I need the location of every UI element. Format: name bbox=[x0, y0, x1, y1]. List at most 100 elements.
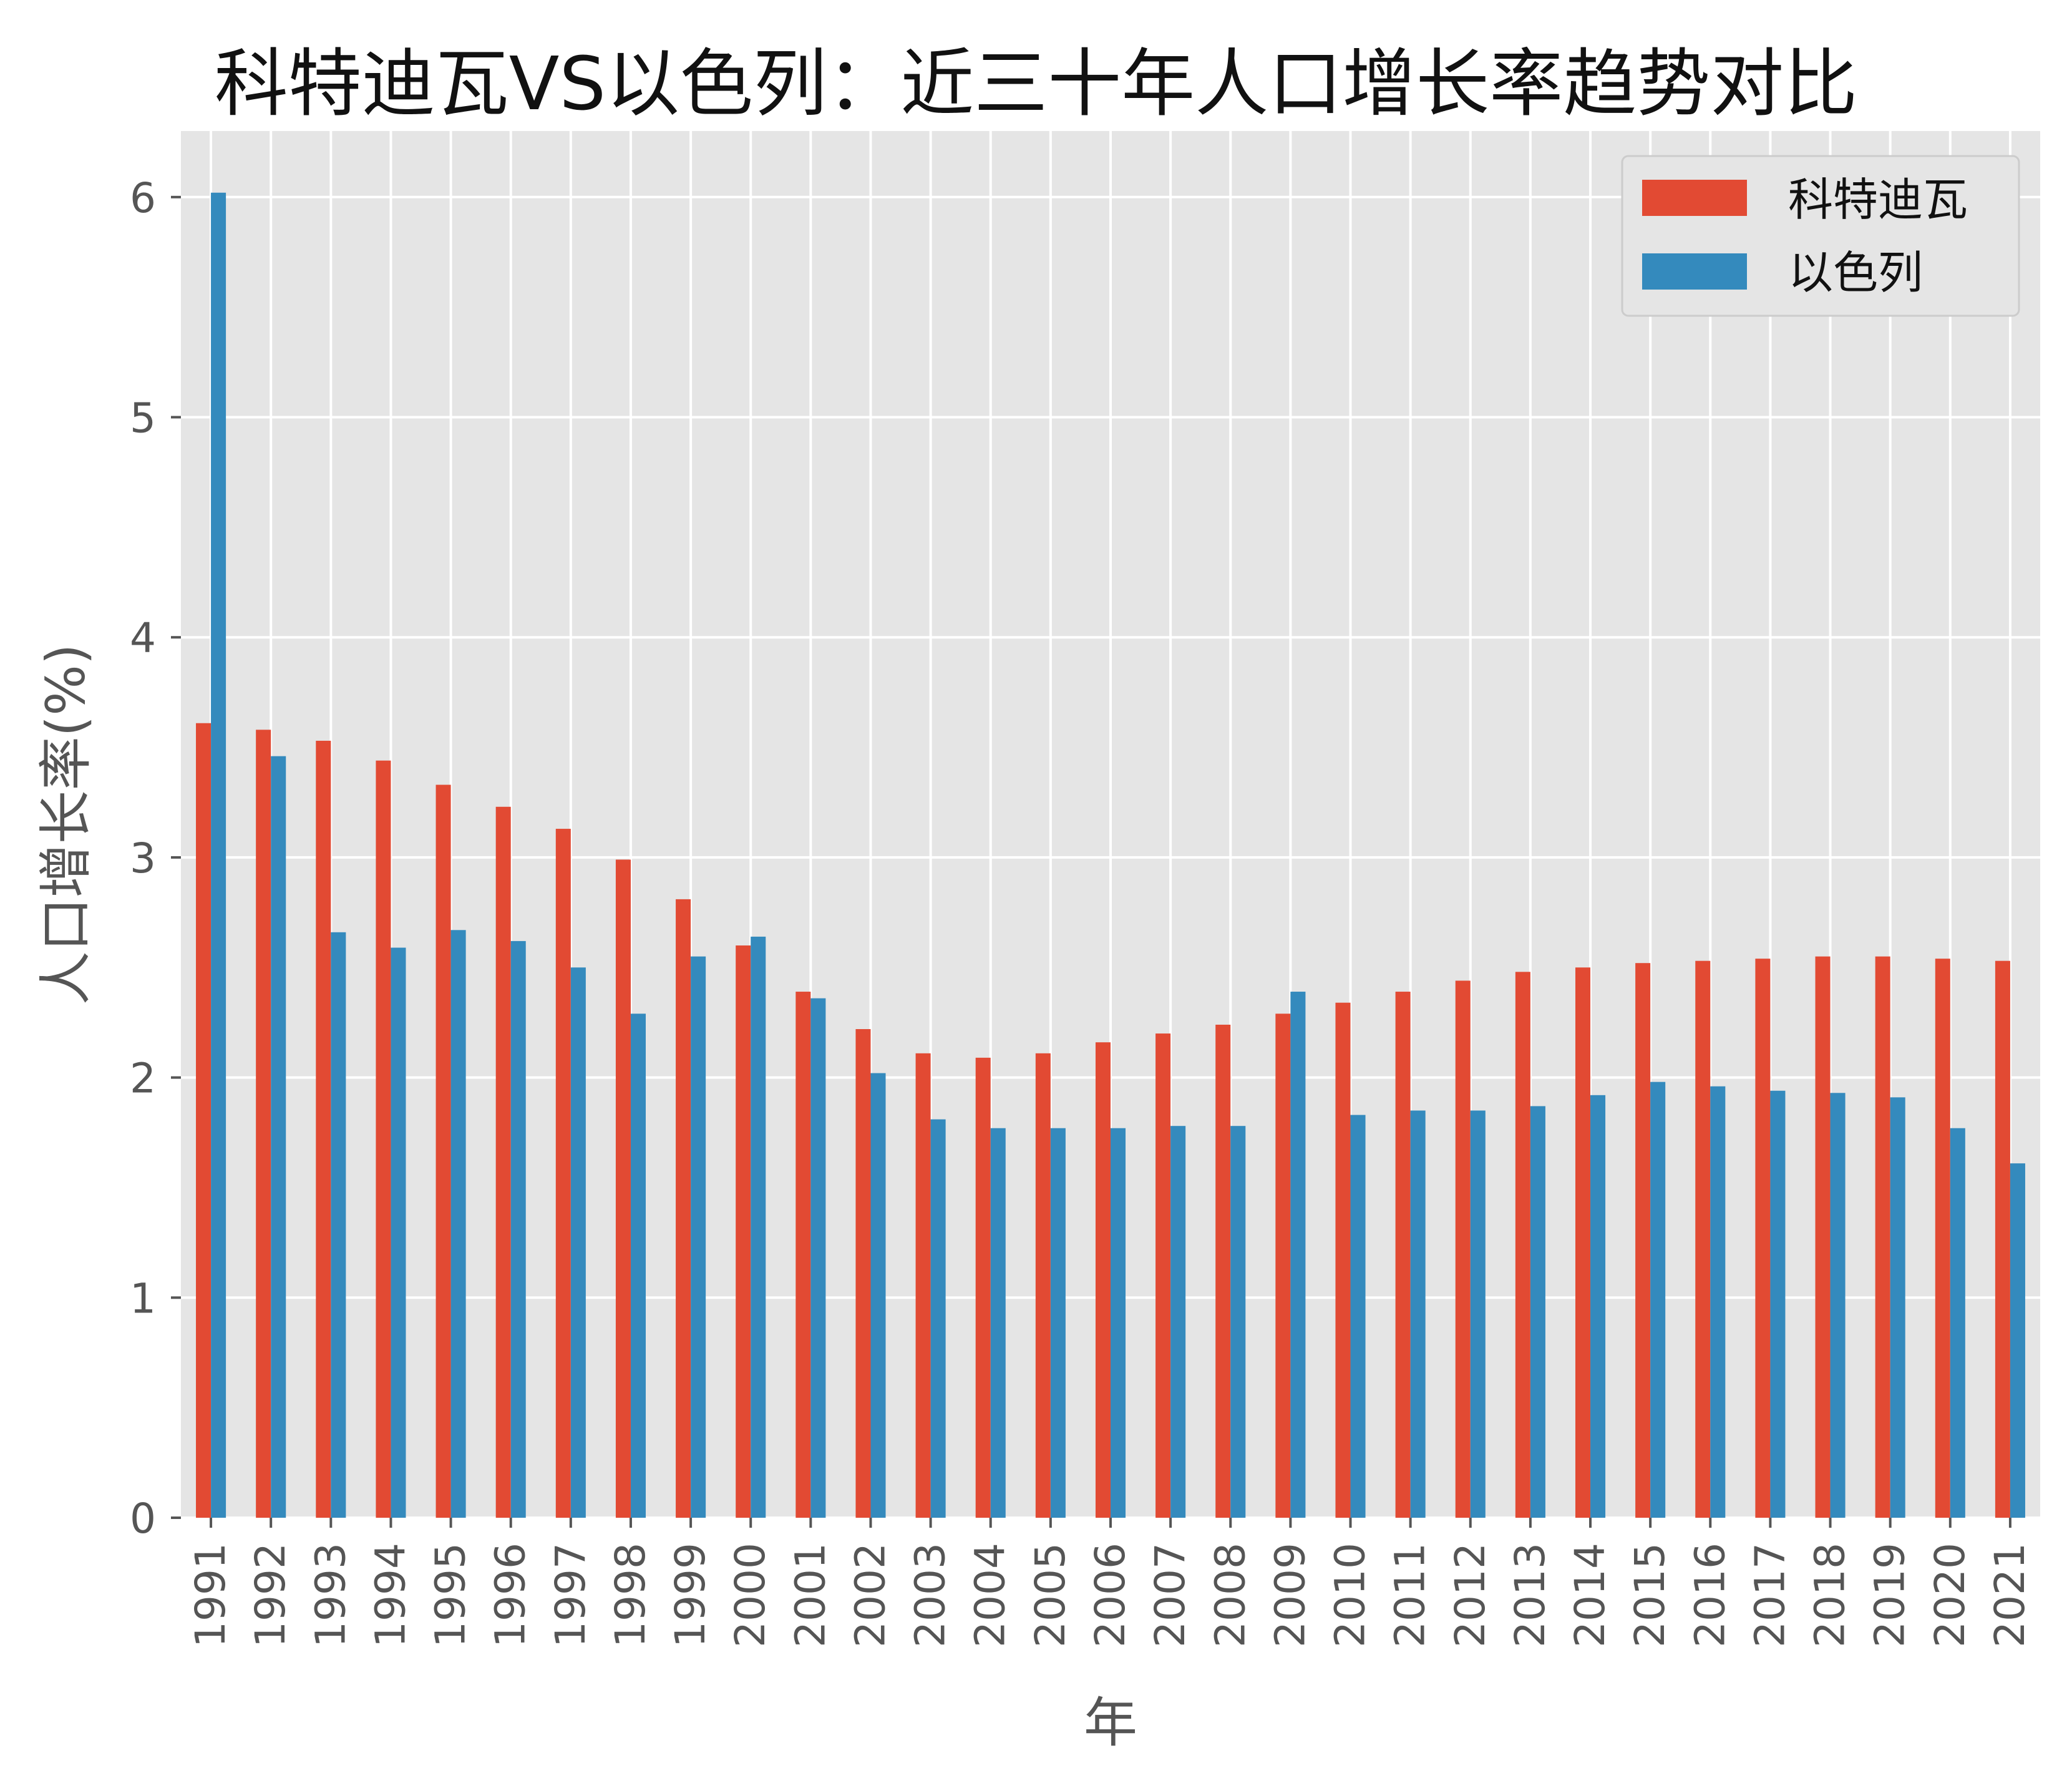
x-tick-label: 2012 bbox=[1446, 1543, 1494, 1648]
bar-cote-divoire bbox=[1395, 992, 1411, 1518]
bar-cote-divoire bbox=[1635, 963, 1651, 1518]
bar-cote-divoire bbox=[316, 740, 331, 1518]
y-tick-label: 2 bbox=[130, 1055, 156, 1103]
bar-cote-divoire bbox=[1275, 1013, 1291, 1518]
bar-cote-divoire bbox=[1995, 960, 2010, 1518]
legend: 科特迪瓦 以色列 bbox=[1621, 155, 2020, 317]
bar-cote-divoire bbox=[1035, 1053, 1051, 1518]
bar-cote-divoire bbox=[1695, 960, 1711, 1518]
bar-israel bbox=[1590, 1095, 1606, 1518]
bar-israel bbox=[870, 1073, 886, 1518]
bar-israel bbox=[630, 1013, 646, 1518]
bar-cote-divoire bbox=[256, 730, 271, 1518]
x-tick-label: 2014 bbox=[1566, 1543, 1614, 1648]
y-tick-label: 3 bbox=[130, 834, 156, 882]
x-tick-label: 1993 bbox=[306, 1543, 354, 1648]
y-tick-label: 1 bbox=[130, 1274, 156, 1322]
x-tick-label: 2010 bbox=[1326, 1543, 1374, 1648]
x-tick-label: 1996 bbox=[487, 1543, 535, 1648]
bar-israel bbox=[211, 192, 226, 1518]
x-tick-label: 1991 bbox=[187, 1543, 235, 1648]
x-tick-label: 2009 bbox=[1266, 1543, 1314, 1648]
bar-cote-divoire bbox=[495, 806, 511, 1518]
bar-cote-divoire bbox=[1215, 1024, 1231, 1518]
bars bbox=[196, 192, 2025, 1518]
bar-israel bbox=[1950, 1128, 1965, 1518]
y-tick-label: 4 bbox=[130, 614, 156, 662]
y-tick-label: 5 bbox=[130, 394, 156, 442]
bar-cote-divoire bbox=[676, 899, 691, 1518]
bar-cote-divoire bbox=[1455, 980, 1471, 1518]
bar-cote-divoire bbox=[1095, 1042, 1111, 1518]
x-tick-label: 2003 bbox=[907, 1543, 955, 1648]
bar-israel bbox=[1830, 1093, 1846, 1518]
y-tick-label: 6 bbox=[130, 174, 156, 222]
bar-israel bbox=[1050, 1128, 1066, 1518]
bar-cote-divoire bbox=[795, 992, 811, 1518]
x-tick-label: 1999 bbox=[666, 1543, 714, 1648]
bar-israel bbox=[1350, 1115, 1366, 1518]
bar-cote-divoire bbox=[1155, 1033, 1171, 1518]
x-tick-label: 2002 bbox=[846, 1543, 894, 1648]
bar-israel bbox=[691, 956, 706, 1518]
legend-label-cote-divoire: 科特迪瓦 bbox=[1788, 173, 1968, 226]
bar-israel bbox=[930, 1119, 946, 1518]
bar-israel bbox=[1710, 1086, 1726, 1518]
bar-israel bbox=[1230, 1126, 1246, 1518]
bar-cote-divoire bbox=[555, 829, 571, 1518]
x-tick-label: 1992 bbox=[246, 1543, 294, 1648]
x-tick-label: 2006 bbox=[1086, 1543, 1134, 1648]
bar-cote-divoire bbox=[1875, 956, 1890, 1518]
y-tick-label: 0 bbox=[130, 1495, 156, 1543]
bar-cote-divoire bbox=[1935, 959, 1950, 1518]
y-axis-title: 人口增长率(%) bbox=[35, 644, 97, 1005]
bar-israel bbox=[1650, 1082, 1666, 1518]
x-tick-label: 2018 bbox=[1806, 1543, 1854, 1648]
bar-cote-divoire bbox=[376, 760, 391, 1518]
x-tick-label: 2008 bbox=[1206, 1543, 1254, 1648]
x-tick-label: 2017 bbox=[1746, 1543, 1794, 1648]
bar-cote-divoire bbox=[915, 1053, 931, 1518]
bar-cote-divoire bbox=[435, 784, 451, 1518]
bar-israel bbox=[391, 947, 406, 1518]
axis-ticks: 0 1 2 3 4 5 6 1991 1992 1993 1994 1995 1996 1997 1998 1… bbox=[130, 174, 2034, 1648]
x-tick-label: 2016 bbox=[1686, 1543, 1734, 1648]
bar-israel bbox=[1470, 1110, 1486, 1518]
x-tick-label: 2019 bbox=[1866, 1543, 1914, 1648]
legend-swatch-cote-divoire bbox=[1642, 180, 1747, 216]
chart-title: 科特迪瓦VS以色列：近三十年人口增长率趋势对比 bbox=[214, 41, 1858, 127]
bar-cote-divoire bbox=[615, 859, 631, 1518]
bar-israel bbox=[1290, 992, 1306, 1518]
bar-israel bbox=[1111, 1128, 1126, 1518]
bar-cote-divoire bbox=[736, 945, 751, 1518]
bar-israel bbox=[331, 932, 346, 1518]
bar-israel bbox=[570, 967, 586, 1518]
bar-israel bbox=[1410, 1110, 1426, 1518]
x-tick-label: 2001 bbox=[786, 1543, 834, 1648]
x-tick-label: 2004 bbox=[966, 1543, 1014, 1648]
bar-cote-divoire bbox=[196, 723, 212, 1518]
bar-israel bbox=[2010, 1163, 2025, 1518]
x-tick-label: 2005 bbox=[1026, 1543, 1074, 1648]
bar-israel bbox=[810, 998, 826, 1518]
bar-cote-divoire bbox=[855, 1029, 871, 1518]
x-tick-label: 2007 bbox=[1146, 1543, 1194, 1648]
bar-cote-divoire bbox=[975, 1057, 991, 1518]
bar-israel bbox=[510, 940, 526, 1518]
x-tick-label: 2020 bbox=[1926, 1543, 1974, 1648]
x-tick-label: 2013 bbox=[1506, 1543, 1554, 1648]
bar-israel bbox=[1890, 1097, 1905, 1518]
x-tick-label: 2021 bbox=[1986, 1543, 2034, 1648]
x-tick-label: 1998 bbox=[606, 1543, 654, 1648]
x-tick-label: 2000 bbox=[726, 1543, 774, 1648]
bar-israel bbox=[450, 930, 466, 1518]
x-tick-label: 1994 bbox=[366, 1543, 414, 1648]
legend-swatch-israel bbox=[1642, 253, 1747, 290]
x-tick-label: 2015 bbox=[1626, 1543, 1674, 1648]
bar-israel bbox=[751, 936, 766, 1518]
x-tick-label: 1995 bbox=[427, 1543, 475, 1648]
bar-israel bbox=[1530, 1106, 1545, 1518]
bar-israel bbox=[1170, 1126, 1186, 1518]
bar-cote-divoire bbox=[1575, 967, 1591, 1518]
bar-israel bbox=[990, 1128, 1006, 1518]
